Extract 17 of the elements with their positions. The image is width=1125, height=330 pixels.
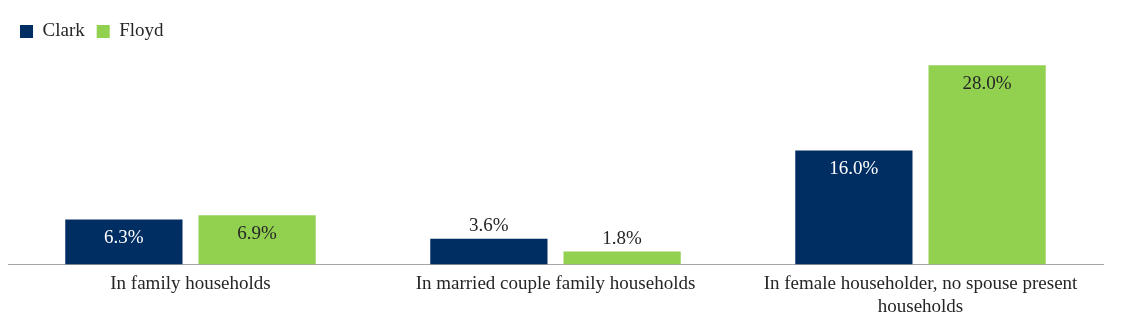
data-label: 6.9%	[237, 221, 278, 243]
legend-label: Clark	[42, 19, 86, 41]
bar	[563, 251, 681, 265]
x-tick-label: In female householder, no spouse present households	[763, 271, 1079, 316]
bar	[795, 150, 913, 265]
data-label: 1.8%	[602, 227, 643, 249]
bar	[928, 65, 1046, 265]
x-tick-label: In family households	[110, 271, 271, 293]
legend-label: Floyd	[119, 19, 165, 41]
bar	[65, 219, 183, 265]
data-label: 16.0%	[829, 157, 879, 179]
bar	[198, 215, 316, 265]
data-label: 28.0%	[962, 71, 1012, 93]
x-tick-label: In married couple family households	[415, 271, 696, 293]
data-label: 6.3%	[104, 226, 144, 248]
bar	[430, 238, 548, 265]
data-label: 3.6%	[469, 214, 509, 236]
